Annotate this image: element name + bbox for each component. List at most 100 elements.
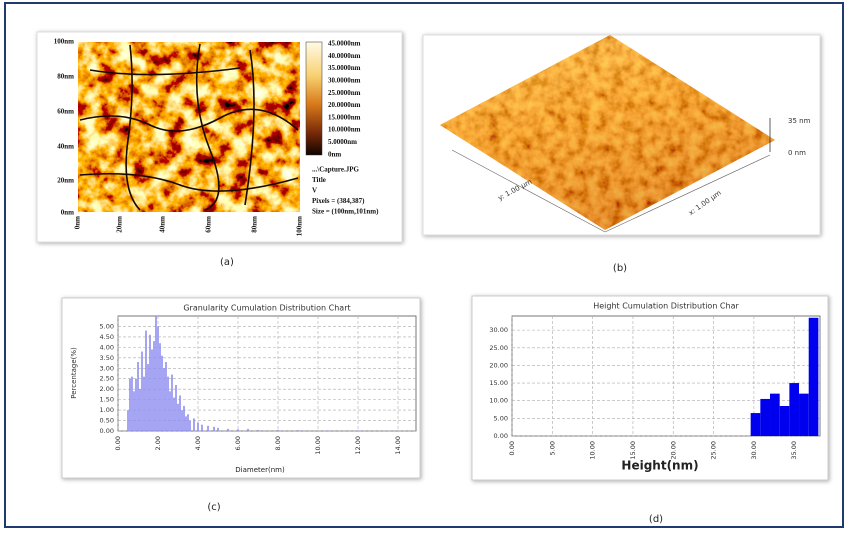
y-tick-label: 10.00	[489, 397, 508, 405]
x-tick-label: 4.00	[194, 436, 202, 450]
bar	[153, 341, 155, 431]
y-tick-label: 30.00	[489, 326, 508, 334]
bar	[751, 413, 761, 436]
bar	[297, 430, 299, 431]
bar	[227, 429, 229, 431]
y-tick-label: 2.50	[100, 375, 114, 383]
bar	[789, 383, 799, 436]
x-tick-label: 15.00	[629, 441, 637, 460]
figure: Granularity Cumulation Distribution Char…	[0, 0, 847, 529]
x-label: 80nm	[251, 216, 259, 233]
bar	[161, 356, 163, 431]
x-label: 20nm	[116, 216, 124, 233]
x-tick-label: 14.00	[394, 436, 402, 455]
bar	[129, 379, 131, 431]
y-tick-label: 4.50	[100, 333, 114, 341]
y-label: 60nm	[57, 108, 74, 116]
y-label: 80nm	[57, 73, 74, 81]
x-tick-label: 2.00	[154, 436, 162, 450]
caption: (c)	[207, 502, 220, 513]
x-tick-label: 8.00	[274, 436, 282, 450]
bar	[237, 429, 239, 431]
x-tick-label: 12.00	[354, 436, 362, 455]
bar	[169, 391, 171, 431]
bar	[213, 427, 215, 431]
x-axis-label: Height(nm)	[621, 459, 698, 473]
x-tick-label: 10.00	[314, 436, 322, 455]
y-tick-label: 1.50	[100, 396, 114, 404]
bar	[149, 335, 151, 431]
bar	[277, 430, 279, 431]
bar	[177, 404, 179, 431]
colorbar-label: 30.0000nm	[328, 77, 361, 85]
bar	[780, 406, 790, 436]
x-tick-label: 5.00	[548, 441, 556, 455]
bar	[133, 391, 135, 431]
info-text: Title	[312, 176, 326, 184]
caption: (b)	[613, 263, 627, 274]
colorbar-label: 40.0000nm	[328, 52, 361, 60]
bar	[187, 414, 189, 431]
colorbar-label: 0nm	[328, 150, 341, 158]
bar	[127, 410, 129, 431]
y-tick-label: 3.50	[100, 354, 114, 362]
chart-title: Height Cumulation Distribution Char	[593, 302, 739, 311]
bar	[809, 318, 819, 436]
bar	[760, 399, 770, 436]
bar	[201, 425, 203, 431]
colorbar-label: 5.0000nm	[328, 138, 357, 146]
bar	[179, 395, 181, 431]
bar	[175, 385, 177, 431]
x-tick-label: 0.00	[114, 436, 122, 450]
y-axis-label: Percentage(%)	[70, 347, 78, 399]
bar	[327, 430, 329, 431]
bar	[139, 389, 141, 431]
colorbar-label: 45.0000nm	[328, 40, 361, 48]
panel-b	[423, 30, 820, 235]
x-axis-label: Diameter(nm)	[235, 466, 285, 474]
bar	[151, 349, 153, 431]
y-tick-label: 1.00	[100, 406, 114, 414]
bar	[141, 352, 143, 431]
bar	[159, 343, 161, 431]
y-tick-label: 4.00	[100, 343, 114, 351]
bar	[799, 394, 809, 436]
bar	[193, 418, 195, 431]
bar	[197, 423, 199, 431]
y-label: 0nm	[61, 209, 74, 217]
bar	[165, 362, 167, 431]
y-tick-label: 15.00	[489, 379, 508, 387]
bar	[185, 416, 187, 431]
bar	[167, 377, 169, 431]
x-tick-label: 35.00	[790, 441, 798, 460]
y-tick-label: 3.00	[100, 364, 114, 372]
bar	[181, 410, 183, 431]
x-tick-label: 25.00	[710, 441, 718, 460]
colorbar-label: 15.0000nm	[328, 113, 361, 121]
y-tick-label: 20.00	[489, 361, 508, 369]
y-tick-label: 5.00	[100, 322, 114, 330]
z-label: 35 nm	[788, 117, 811, 125]
x-label: 0nm	[74, 216, 82, 229]
y-tick-label: 0.50	[100, 417, 114, 425]
colorbar	[306, 42, 322, 155]
chart-title: Granularity Cumulation Distribution Char…	[183, 304, 350, 313]
bar	[770, 394, 780, 436]
y-label: 20nm	[57, 177, 74, 185]
bar	[155, 316, 157, 431]
info-text: Size = (100nm,101nm)	[312, 208, 379, 216]
caption: (a)	[220, 257, 234, 268]
z-label: 0 nm	[788, 149, 806, 157]
bar	[163, 368, 165, 431]
x-label: 100nm	[296, 216, 304, 236]
bar	[131, 377, 133, 431]
bar	[207, 426, 209, 431]
colorbar-label: 35.0000nm	[328, 64, 361, 72]
afm-image	[78, 42, 300, 212]
bar	[137, 362, 139, 431]
y-label: 100nm	[54, 38, 74, 46]
x-tick-label: 20.00	[669, 441, 677, 460]
colorbar-label: 25.0000nm	[328, 89, 361, 97]
x-tick-label: 30.00	[750, 441, 758, 460]
y-label: 40nm	[57, 143, 74, 151]
